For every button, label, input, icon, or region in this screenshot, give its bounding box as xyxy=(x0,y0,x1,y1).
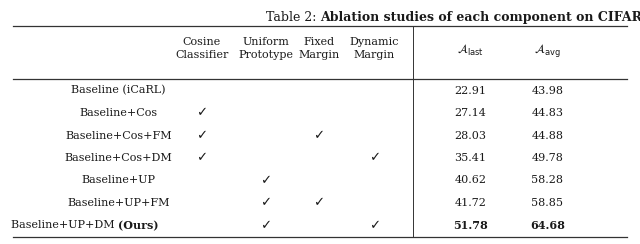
Text: Uniform
Prototype: Uniform Prototype xyxy=(238,37,293,61)
Text: 58.85: 58.85 xyxy=(531,198,563,208)
Text: 49.78: 49.78 xyxy=(531,153,563,163)
Text: $\mathcal{A}_\mathrm{avg}$: $\mathcal{A}_\mathrm{avg}$ xyxy=(534,41,561,59)
Text: 41.72: 41.72 xyxy=(454,198,486,208)
Text: $\mathcal{A}_\mathrm{last}$: $\mathcal{A}_\mathrm{last}$ xyxy=(457,42,484,58)
Text: Dynamic
Margin: Dynamic Margin xyxy=(349,37,399,61)
Text: ✓: ✓ xyxy=(196,152,207,164)
Text: 44.88: 44.88 xyxy=(531,131,563,141)
Text: ✓: ✓ xyxy=(196,129,207,142)
Text: 58.28: 58.28 xyxy=(531,175,563,185)
Text: 51.78: 51.78 xyxy=(453,220,488,231)
Text: 64.68: 64.68 xyxy=(530,220,564,231)
Text: ✓: ✓ xyxy=(260,196,271,209)
Text: 28.03: 28.03 xyxy=(454,131,486,141)
Text: ✓: ✓ xyxy=(196,107,207,120)
Text: 40.62: 40.62 xyxy=(454,175,486,185)
Text: 22.91: 22.91 xyxy=(454,86,486,96)
Text: 44.83: 44.83 xyxy=(531,108,563,118)
Text: Baseline+Cos+FM: Baseline+Cos+FM xyxy=(65,131,172,141)
Text: (Ours): (Ours) xyxy=(118,220,159,231)
Text: ✓: ✓ xyxy=(260,174,271,187)
Text: Baseline+UP: Baseline+UP xyxy=(81,175,156,185)
Text: Baseline+UP+FM: Baseline+UP+FM xyxy=(67,198,170,208)
Text: ✓: ✓ xyxy=(369,219,380,232)
Text: ✓: ✓ xyxy=(313,129,324,142)
Text: Baseline+Cos: Baseline+Cos xyxy=(79,108,157,118)
Text: Cosine
Classifier: Cosine Classifier xyxy=(175,37,228,61)
Text: ✓: ✓ xyxy=(260,219,271,232)
Text: Baseline+Cos+DM: Baseline+Cos+DM xyxy=(65,153,172,163)
Text: 43.98: 43.98 xyxy=(531,86,563,96)
Text: 27.14: 27.14 xyxy=(454,108,486,118)
Text: Baseline (iCaRL): Baseline (iCaRL) xyxy=(71,85,166,96)
Text: ✓: ✓ xyxy=(313,196,324,209)
Text: ✓: ✓ xyxy=(369,152,380,164)
Text: Ablation studies of each component on CIFAR100.: Ablation studies of each component on CI… xyxy=(320,11,640,24)
Text: 35.41: 35.41 xyxy=(454,153,486,163)
Text: Baseline+UP+DM: Baseline+UP+DM xyxy=(12,220,118,230)
Text: Table 2:: Table 2: xyxy=(266,11,320,24)
Text: Fixed
Margin: Fixed Margin xyxy=(298,37,339,61)
